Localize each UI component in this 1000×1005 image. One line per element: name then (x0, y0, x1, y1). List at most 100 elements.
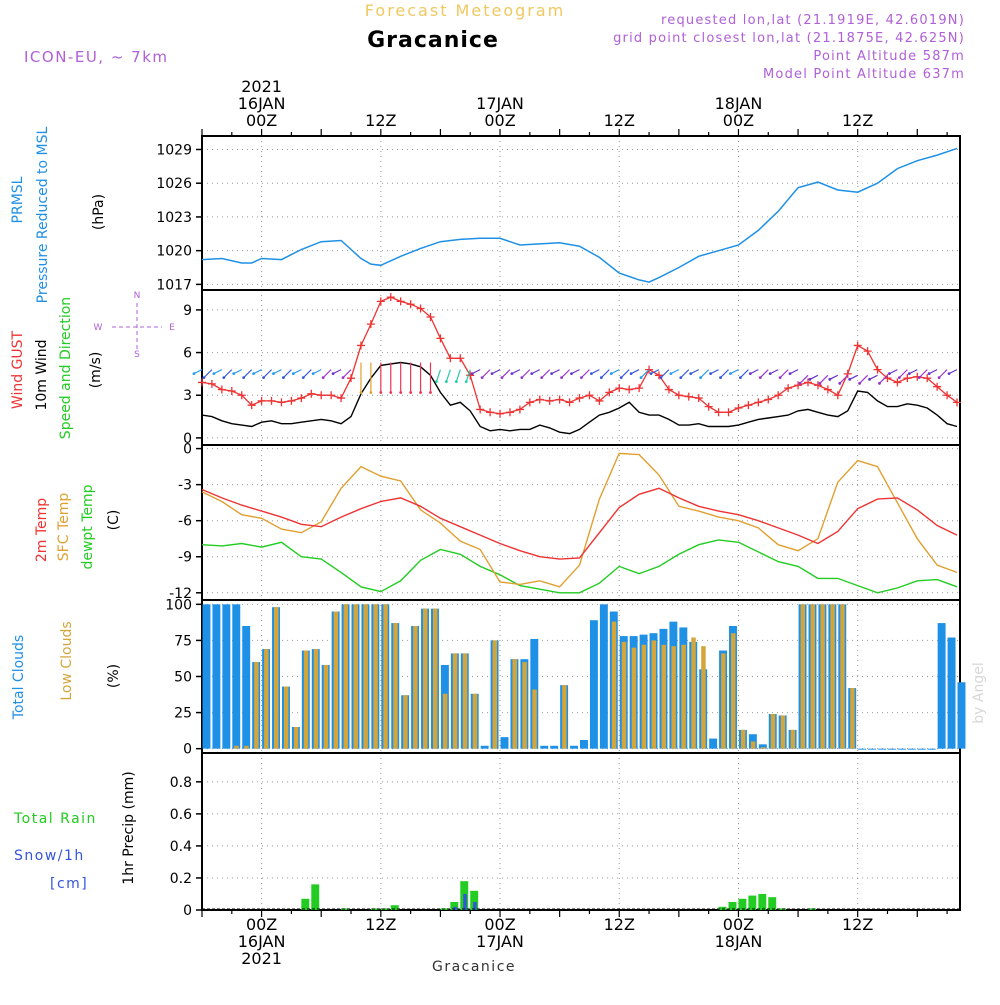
low-cloud-bar (740, 729, 746, 749)
wind-direction-arrow (710, 369, 719, 375)
total-cloud-bar (758, 744, 767, 749)
gust-marker (327, 391, 336, 400)
wind-direction-arrow-head (222, 376, 226, 380)
low-cloud-bar (651, 640, 657, 749)
pressure-label-prmsl: PRMSL (10, 176, 26, 223)
temp-label-sfc: SFC Temp (56, 493, 72, 562)
rain-bar (728, 901, 737, 910)
low-cloud-bar (413, 625, 418, 749)
y-tick-label: 50 (174, 670, 192, 686)
total-cloud-bar (957, 682, 966, 749)
rain-bar (450, 901, 459, 910)
rain-bar (768, 897, 777, 910)
wind-direction-arrow-head (609, 372, 613, 376)
wind-direction-arrow (779, 369, 789, 379)
gust-marker (615, 384, 624, 393)
model-altitude: Model Point Altitude 637m (763, 67, 965, 82)
wind-direction-arrow (302, 369, 312, 379)
gust-marker (466, 371, 475, 380)
low-cloud-bar (393, 623, 398, 749)
low-cloud-bar (244, 745, 249, 749)
total-cloud-bar (580, 740, 588, 749)
gust-marker (366, 320, 375, 329)
time-label-bottom: 00Z (484, 915, 515, 934)
low-cloud-bar (790, 729, 796, 749)
wind-direction-arrow (203, 369, 213, 379)
wind-direction-arrow (928, 369, 938, 375)
low-cloud-bar (780, 715, 786, 749)
total-cloud-bar (907, 748, 916, 750)
gust-marker (198, 378, 206, 387)
wind-direction-arrow (253, 369, 262, 375)
wind-direction-arrow (541, 369, 551, 379)
wind-direction-arrow-head (212, 372, 216, 376)
time-label-bottom: 00Z (246, 915, 277, 934)
wind-direction-arrow-head (454, 380, 458, 384)
y-tick-label: 0 (183, 903, 192, 919)
time-label-top: 00Z (484, 111, 515, 130)
model-label: ICON-EU, ~ 7km (24, 48, 169, 66)
gust-marker (555, 395, 564, 404)
pressure-line (201, 147, 958, 283)
wind-direction-arrow-head (470, 372, 474, 376)
dewpt-temp-line (201, 539, 958, 594)
snow-bar (473, 901, 477, 910)
low-cloud-bar (333, 611, 339, 749)
total-cloud-bar (878, 748, 886, 750)
rain-bar (311, 884, 320, 910)
wind-direction-arrow-head (341, 376, 345, 380)
low-cloud-bar (274, 607, 279, 749)
gust-marker (396, 297, 405, 306)
gust-marker (217, 385, 226, 394)
wind-direction-arrow-head (629, 372, 633, 376)
wind-direction-arrow (630, 369, 640, 375)
y-tick-label: 0 (183, 742, 192, 758)
low-cloud-bar (373, 604, 378, 749)
total-cloud-bar (222, 604, 231, 749)
wind-direction-arrow-head (589, 372, 593, 376)
compass-east: E (169, 323, 175, 333)
total-cloud-bar (550, 745, 559, 749)
y-tick-label: 100 (165, 597, 192, 613)
low-cloud-bar (452, 653, 458, 749)
gust-marker (406, 300, 415, 309)
total-cloud-bar (709, 738, 718, 749)
total-cloud-bar (232, 604, 241, 749)
wind-direction-arrow-head (192, 372, 196, 376)
y-tick-label: 0 (183, 431, 192, 447)
wind-direction-arrow-head (550, 372, 554, 376)
time-label-top: 00Z (246, 111, 277, 130)
gust-marker (923, 374, 932, 383)
wind-direction-arrow-head (838, 381, 842, 385)
y-tick-label: 3 (183, 388, 192, 404)
gust-marker (933, 382, 942, 391)
wind-direction-arrow (829, 374, 839, 380)
low-cloud-bar (681, 644, 686, 749)
gust-marker (247, 401, 256, 410)
time-label-top: 00Z (723, 111, 754, 130)
gust-marker (664, 385, 673, 394)
snow-bar (453, 906, 457, 910)
low-cloud-bar (323, 664, 329, 749)
low-cloud-bar (432, 608, 438, 749)
wind-direction-arrow (223, 369, 233, 379)
wind-direction-arrow-head (242, 376, 246, 380)
total-cloud-bar (500, 737, 509, 749)
gust-marker (804, 378, 813, 387)
wind-direction-arrow (511, 369, 521, 375)
wind-direction-arrow (610, 369, 620, 375)
wind-direction-arrow (620, 369, 630, 379)
wind-direction-arrow (551, 369, 560, 375)
wind-direction-arrow-head (530, 372, 534, 376)
wind-direction-arrow (819, 374, 829, 384)
wind-direction-arrow-head (389, 391, 393, 394)
wind-direction-arrow-head (580, 376, 583, 380)
wind-direction-arrow (769, 369, 779, 375)
y-tick-label: 1020 (156, 244, 192, 260)
y-tick-label: 0.8 (170, 775, 192, 791)
wind-direction-arrow (640, 369, 650, 379)
gust-marker (416, 304, 425, 313)
time-label-top: 2021 (241, 77, 282, 96)
wind-direction-arrow-head (818, 381, 822, 385)
